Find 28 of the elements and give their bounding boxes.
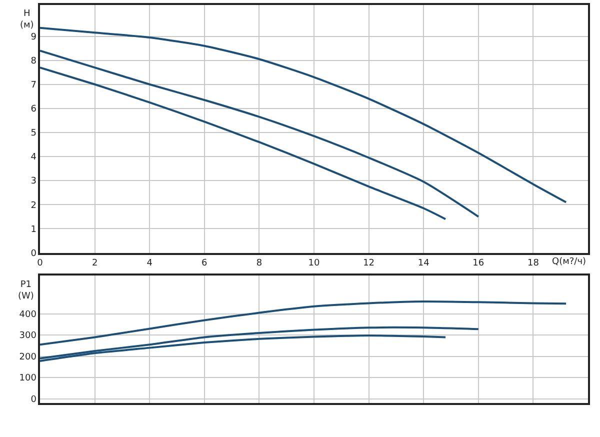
y-tick-label: 0 bbox=[30, 248, 37, 259]
x-tick-label: 10 bbox=[308, 258, 320, 268]
x-tick-label: 4 bbox=[146, 258, 153, 268]
y-axis-title: H (м) bbox=[20, 9, 34, 31]
y-tick-label: 0 bbox=[30, 394, 37, 405]
x-tick-label: 6 bbox=[202, 258, 208, 268]
y-tick-label: 3 bbox=[30, 176, 36, 187]
y-tick-label: 200 bbox=[19, 352, 37, 362]
x-tick-label: 0 bbox=[37, 258, 44, 268]
y-tick-label: 7 bbox=[30, 80, 36, 91]
y-tick-label: 2 bbox=[30, 200, 36, 211]
x-tick-label: 18 bbox=[527, 258, 540, 268]
x-tick-label: 16 bbox=[472, 258, 484, 268]
x-tick-label: 12 bbox=[363, 258, 375, 268]
y-axis-title: P1 (W) bbox=[18, 280, 34, 302]
x-tick-label: 14 bbox=[418, 258, 430, 268]
y-tick-label: 100 bbox=[19, 374, 37, 384]
x-axis-title: Q(м?/ч) bbox=[552, 257, 586, 267]
y-tick-label: 400 bbox=[19, 310, 37, 320]
y-tick-label: 6 bbox=[30, 104, 37, 115]
y-tick-label: 1 bbox=[30, 224, 36, 235]
x-tick-label: 2 bbox=[92, 258, 98, 268]
y-tick-label: 5 bbox=[30, 128, 36, 139]
y-tick-label: 4 bbox=[30, 152, 37, 163]
y-tick-label: 9 bbox=[30, 32, 37, 42]
y-tick-label: 300 bbox=[19, 331, 37, 342]
y-tick-label: 8 bbox=[30, 56, 37, 66]
x-tick-label: 8 bbox=[256, 258, 262, 268]
